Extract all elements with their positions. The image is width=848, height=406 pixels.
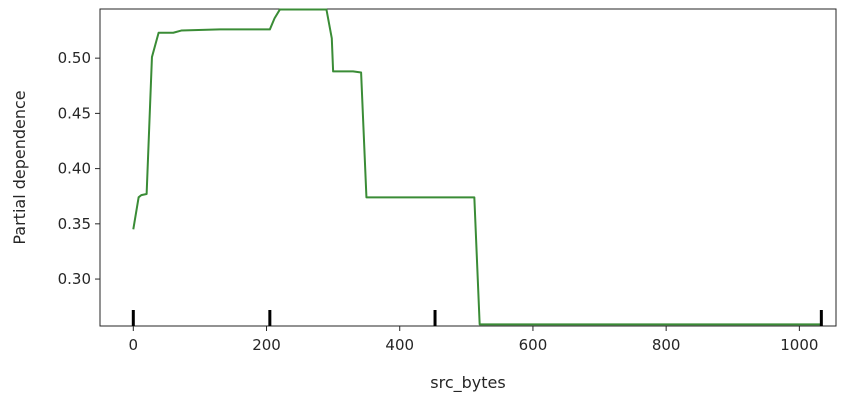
y-tick-label-0: 0.30 [58,270,91,288]
y-tick-label-4: 0.50 [58,49,91,67]
x-tick-label-3: 600 [519,336,548,354]
y-tick-label-1: 0.35 [58,215,91,233]
y-tick-label-3: 0.45 [58,104,91,122]
y-axis: 0.30 0.35 0.40 0.45 0.50 [58,49,100,288]
y-tick-label-2: 0.40 [58,160,91,178]
x-tick-label-1: 200 [252,336,281,354]
line-layer [132,8,822,326]
x-tick-label-4: 800 [652,336,681,354]
plot-frame [99,8,837,327]
x-tick-label-2: 400 [385,336,414,354]
plot-area [99,8,837,327]
x-tick-label-5: 1000 [780,336,818,354]
x-axis: 0 200 400 600 800 1000 [129,326,818,354]
x-tick-label-0: 0 [129,336,139,354]
y-axis-label: Partial dependence [10,90,29,244]
x-axis-label: src_bytes [430,373,505,393]
series-line-0 [132,8,822,326]
decile-rug [131,310,823,326]
